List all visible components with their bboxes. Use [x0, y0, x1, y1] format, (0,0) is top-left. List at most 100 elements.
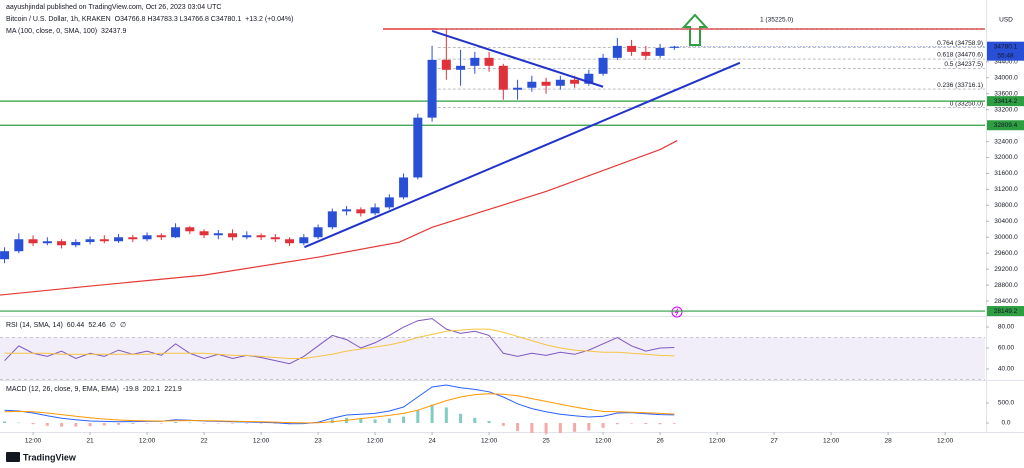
x-tick-label: 12:00 — [25, 438, 42, 445]
moving-average — [0, 140, 678, 296]
candle-body — [584, 73, 594, 84]
histogram-bar — [31, 423, 35, 425]
histogram-bar — [444, 407, 448, 423]
trendline — [304, 61, 741, 249]
candle-body — [427, 59, 437, 118]
histogram-bar — [216, 423, 220, 424]
candle-body — [327, 211, 337, 228]
x-tick-label: 12:00 — [709, 438, 726, 445]
y-tick-label: 31600.0 — [994, 170, 1018, 177]
x-tick-label: 12:00 — [139, 438, 156, 445]
y-tick-label: 34400.0 — [994, 59, 1018, 66]
y-tick-label: 40.00 — [998, 366, 1015, 373]
y-tick-label: 29600.0 — [994, 250, 1018, 257]
histogram-bar — [174, 422, 178, 423]
candle-body — [527, 81, 537, 88]
candle-body — [456, 65, 466, 70]
histogram-bar — [60, 423, 64, 427]
candle-body — [541, 81, 551, 86]
histogram-bar — [3, 421, 7, 423]
indicator-value: ∅ — [120, 322, 126, 329]
histogram-bar — [373, 419, 377, 423]
y-tick-label: 500.0 — [998, 400, 1015, 407]
x-tick-label: 12:00 — [595, 438, 612, 445]
y-tick-label: 32000.0 — [994, 154, 1018, 161]
pane: 80.00 60.00 40.00 — [0, 318, 1015, 380]
countdown: 55:48 — [997, 52, 1014, 59]
level-badge — [987, 306, 1024, 317]
histogram-bar — [245, 423, 249, 424]
y-tick-label: 60.00 — [998, 345, 1015, 352]
candle-body — [313, 227, 323, 238]
candle-body — [199, 231, 209, 236]
candle-body — [285, 239, 295, 244]
histogram-bar — [387, 418, 391, 423]
histogram-bar — [17, 422, 21, 424]
histogram-bar — [402, 416, 406, 423]
fib-label: 0 (33250.0) — [950, 100, 983, 107]
indicator-value: 202.1 — [143, 386, 161, 393]
histogram-bar — [573, 423, 577, 432]
candle-body — [413, 117, 423, 178]
candle-body — [598, 57, 608, 74]
candle-body — [627, 45, 637, 52]
y-tick-label: 30800.0 — [994, 202, 1018, 209]
x-tick-label: 22 — [200, 438, 208, 445]
candle-body — [71, 242, 81, 246]
histogram-bar — [259, 423, 263, 424]
candle-body — [256, 235, 266, 238]
histogram-bar — [615, 423, 619, 425]
candle-body — [213, 233, 223, 236]
histogram-bar — [188, 422, 192, 424]
x-tick-label: 25 — [542, 438, 550, 445]
fib-label: 1 (35225.0) — [760, 17, 793, 24]
candle-body — [612, 45, 622, 58]
candle-body — [555, 79, 565, 86]
y-tick-label: 33600.0 — [994, 90, 1018, 97]
histogram-bar — [159, 423, 163, 424]
y-tick-label: 34000.0 — [994, 74, 1018, 81]
candle-body — [513, 87, 523, 90]
candle-body — [384, 197, 394, 208]
histogram-bar — [330, 419, 334, 423]
indicator-value: -19.8 — [123, 386, 139, 393]
indicator-line — [4, 384, 675, 425]
candle-body — [99, 239, 109, 242]
candle-body — [57, 241, 67, 246]
histogram-bar — [672, 423, 676, 424]
x-tick-label: 28 — [884, 438, 892, 445]
candle-body — [498, 65, 508, 90]
histogram-bar — [558, 423, 562, 433]
histogram-bar — [131, 423, 135, 424]
logo-text: TradingView — [23, 452, 77, 462]
candle-body — [14, 239, 24, 252]
pane: 500.0 0.0 — [3, 384, 1015, 434]
ma-value: 32437.9 — [101, 28, 126, 35]
currency: USD — [999, 17, 1013, 24]
candle-body — [370, 207, 380, 214]
histogram-bar — [202, 423, 206, 424]
x-tick-label: 12:00 — [823, 438, 840, 445]
x-tick-label: 24 — [428, 438, 436, 445]
histogram-bar — [88, 423, 92, 427]
candle-body — [28, 239, 38, 244]
indicator-line — [4, 318, 675, 365]
fib-label: 0.764 (34758.9) — [937, 40, 983, 47]
logo-icon — [6, 452, 20, 462]
y-tick-label: 30400.0 — [994, 218, 1018, 225]
indicator-line — [4, 328, 675, 359]
indicator-value: 221.9 — [164, 386, 182, 393]
level-badge-label: 28149.2 — [994, 308, 1018, 315]
indicator-line — [4, 393, 675, 424]
candle-body — [356, 209, 366, 214]
pane: 34400.0 34000.0 33600.0 33200.0 32400.0 32000… — [0, 17, 1024, 445]
y-tick-label: 29200.0 — [994, 266, 1018, 273]
y-tick-label: 28400.0 — [994, 298, 1018, 305]
indicator-value: 52.46 — [88, 322, 106, 329]
histogram-bar — [74, 423, 78, 427]
candle-body — [484, 57, 494, 66]
x-tick-label: 27 — [770, 438, 778, 445]
fib-label: 0.618 (34470.6) — [937, 52, 983, 59]
candle-body — [128, 237, 138, 240]
